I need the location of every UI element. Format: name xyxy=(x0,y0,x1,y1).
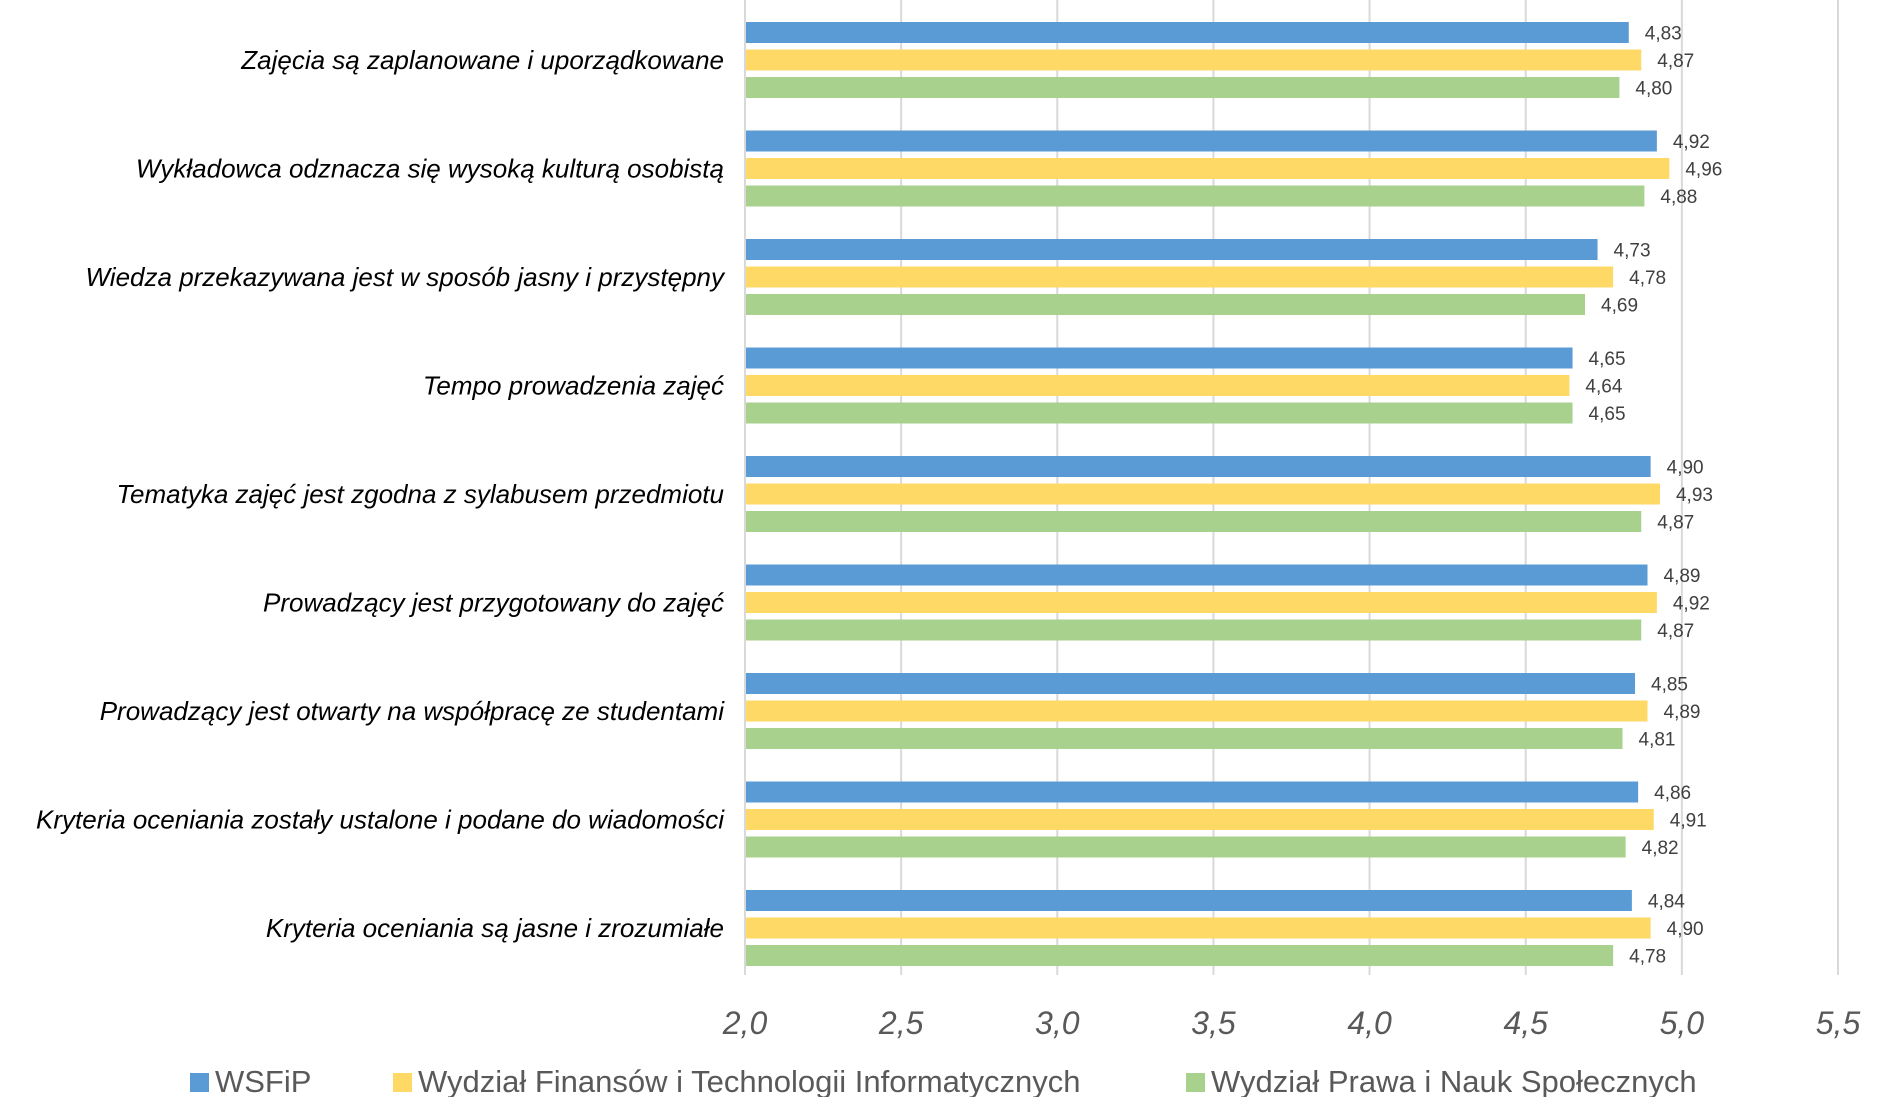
data-label: 4,78 xyxy=(1629,947,1666,968)
bar xyxy=(745,130,1657,152)
data-label: 4,93 xyxy=(1676,485,1713,506)
x-tick-label: 2,0 xyxy=(722,1005,768,1041)
bar xyxy=(745,375,1570,396)
data-label: 4,89 xyxy=(1664,566,1701,587)
category-label: Kryteria oceniania zostały ustalone i po… xyxy=(36,805,725,835)
bar xyxy=(745,564,1648,586)
legend-swatch xyxy=(393,1073,412,1092)
data-label: 4,92 xyxy=(1673,132,1710,153)
data-label: 4,90 xyxy=(1667,458,1704,479)
data-label: 4,64 xyxy=(1585,377,1622,398)
data-label: 4,84 xyxy=(1648,892,1685,913)
data-label: 4,89 xyxy=(1664,702,1701,723)
data-label: 4,88 xyxy=(1660,187,1697,208)
data-label: 4,85 xyxy=(1651,675,1688,696)
data-label: 4,87 xyxy=(1657,621,1694,642)
x-tick-label: 3,0 xyxy=(1035,1005,1080,1041)
data-label: 4,83 xyxy=(1645,24,1682,45)
data-label: 4,82 xyxy=(1642,838,1679,859)
bar xyxy=(745,294,1586,315)
bar xyxy=(745,347,1573,369)
bar xyxy=(745,592,1657,613)
data-label: 4,87 xyxy=(1657,51,1694,72)
data-label: 4,73 xyxy=(1614,241,1651,262)
data-label: 4,65 xyxy=(1589,404,1626,425)
bar xyxy=(745,673,1636,694)
category-label: Zajęcia są zaplanowane i uporządkowane xyxy=(240,45,724,75)
bar xyxy=(745,266,1614,288)
bar xyxy=(745,728,1623,749)
bar xyxy=(745,781,1639,803)
bar xyxy=(745,185,1645,207)
data-label: 4,80 xyxy=(1635,79,1672,100)
x-tick-label: 2,5 xyxy=(878,1005,924,1041)
legend-swatch xyxy=(190,1073,209,1092)
legend-label: Wydział Finansów i Technologii Informaty… xyxy=(418,1064,1081,1097)
bar xyxy=(745,836,1626,858)
category-label: Prowadzący jest przygotowany do zajęć xyxy=(263,588,724,618)
bar xyxy=(745,49,1642,71)
legend-label: WSFiP xyxy=(215,1064,311,1097)
bar xyxy=(745,77,1620,98)
bar xyxy=(745,483,1660,505)
bar xyxy=(745,890,1632,911)
x-tick-label: 5,5 xyxy=(1816,1005,1861,1041)
category-label: Tempo prowadzenia zajęć xyxy=(423,371,724,401)
data-label: 4,86 xyxy=(1654,783,1691,804)
bar xyxy=(745,619,1642,641)
bar xyxy=(745,700,1648,722)
data-label: 4,65 xyxy=(1589,349,1626,370)
x-tick-label: 3,5 xyxy=(1191,1005,1236,1041)
bar xyxy=(745,456,1651,477)
bar xyxy=(745,809,1654,830)
legend-label: Wydział Prawa i Nauk Społecznych xyxy=(1211,1064,1697,1097)
bar xyxy=(745,945,1614,966)
bar xyxy=(745,511,1642,532)
data-label: 4,92 xyxy=(1673,594,1710,615)
legend-swatch xyxy=(1186,1073,1205,1092)
x-tick-label: 4,0 xyxy=(1347,1005,1392,1041)
data-label: 4,87 xyxy=(1657,513,1694,534)
bar xyxy=(745,158,1670,179)
bar xyxy=(745,239,1598,260)
category-label: Kryteria oceniania są jasne i zrozumiałe xyxy=(266,913,724,943)
bar xyxy=(745,917,1651,939)
x-tick-label: 5,0 xyxy=(1660,1005,1705,1041)
x-tick-label: 4,5 xyxy=(1503,1005,1548,1041)
data-label: 4,69 xyxy=(1601,296,1638,317)
data-label: 4,78 xyxy=(1629,268,1666,289)
data-label: 4,81 xyxy=(1639,730,1676,751)
bar xyxy=(745,22,1629,43)
data-label: 4,90 xyxy=(1667,919,1704,940)
category-label: Wiedza przekazywana jest w sposób jasny … xyxy=(86,262,726,292)
bar xyxy=(745,402,1573,424)
data-label: 4,91 xyxy=(1670,811,1707,832)
category-label: Wykładowca odznacza się wysoką kulturą o… xyxy=(136,154,724,184)
data-label: 4,96 xyxy=(1685,160,1722,181)
category-label: Tematyka zajęć jest zgodna z sylabusem p… xyxy=(117,479,724,509)
category-label: Prowadzący jest otwarty na współpracę ze… xyxy=(100,696,726,726)
